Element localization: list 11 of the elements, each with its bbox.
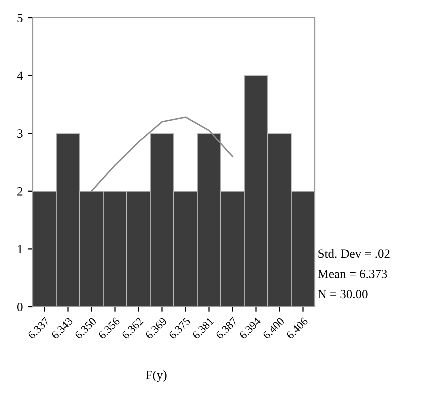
y-tick-label: 3	[18, 130, 23, 138]
x-axis-title: F(y)	[146, 370, 167, 382]
y-tick-label: 2	[18, 187, 23, 196]
y-tick-label: 5	[18, 14, 23, 22]
text: N = 30.00	[318, 290, 368, 299]
y-tick-label: 4	[17, 72, 24, 80]
text: Mean = 6.373	[318, 270, 388, 278]
y-tick-label: 1	[18, 245, 23, 254]
line-series	[91, 116, 234, 192]
y-tick-label: 0	[18, 303, 23, 312]
text: Std. Dev = .02	[318, 249, 390, 258]
